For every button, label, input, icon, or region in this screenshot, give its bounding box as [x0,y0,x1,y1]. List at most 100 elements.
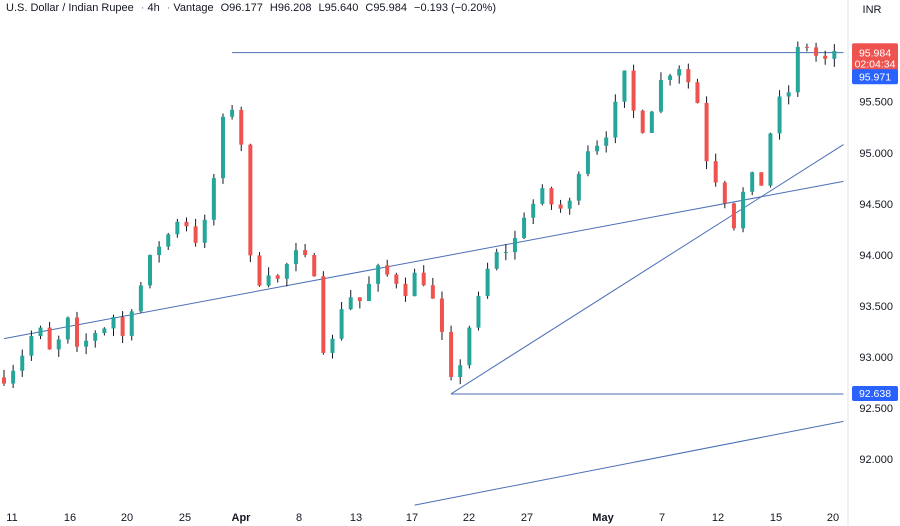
candle-body [275,275,280,279]
y-tick-label: 92.000 [859,454,893,466]
candle-body [138,285,143,312]
y-tick-label: 93.000 [859,352,893,364]
x-tick-label: 7 [659,512,665,524]
candle-body [613,101,618,138]
candle-body [595,145,600,152]
low-value: L95.640 [318,2,359,14]
candle-body [631,70,636,111]
candle-body [768,133,773,186]
candle-body [832,51,837,59]
candle-body [93,333,98,341]
x-tick-label: 15 [770,512,782,524]
candle-body [312,255,317,277]
candle-body [458,365,463,377]
candle-body [722,182,727,204]
candle-body [147,254,152,286]
candle-body [476,296,481,328]
candle-body [11,370,16,384]
y-tick-label: 95.000 [859,148,893,160]
candle-body [750,172,755,192]
candle-body [65,317,70,340]
open-value: O96.177 [220,2,263,14]
y-tick-label: 94.500 [859,199,893,211]
candle-body [522,217,527,238]
chart-header: U.S. Dollar / Indian Rupee · 4h · Vantage O9… [6,2,500,14]
x-tick-label: 8 [296,512,302,524]
y-tick-label: 94.000 [859,250,893,262]
current-price-label: 95.984 [859,47,891,59]
candle-body [658,79,663,112]
candle-body [485,268,490,297]
currency-button[interactable]: INR [854,2,890,18]
countdown-label: 02:04:34 [855,58,896,70]
candle-body [567,200,572,209]
candle-body [403,283,408,297]
candle-body [157,246,162,255]
close-value: C95.984 [365,2,407,14]
x-tick-label: 20 [121,512,133,524]
candle-body [814,47,819,56]
x-tick-label: Apr [232,512,252,524]
candle-body [649,111,654,133]
support-price-label-bg [852,385,898,401]
header-separator: · [166,2,171,14]
candle-body [777,96,782,134]
candle-body [795,46,800,93]
candle-body [102,328,107,334]
candle-body [677,69,682,76]
candle-body [531,203,536,218]
x-tick-label: 22 [463,512,475,524]
candle-body [412,272,417,297]
candle-body [120,317,125,336]
candle-body [348,297,353,310]
candle-body [220,116,225,179]
candle-body [622,70,627,102]
candle-body [640,110,645,133]
candle-body [503,252,508,254]
current-price-label-bg [852,43,898,72]
candle-body [166,234,171,247]
x-tick-label: 12 [712,512,724,524]
candle-body [293,250,298,264]
candle-body [56,339,61,350]
candle-body [704,102,709,162]
candle-body [759,172,764,186]
candle-body [129,311,134,336]
candle-body [257,255,262,286]
candle-body [339,309,344,339]
x-tick-label: 17 [406,512,418,524]
symbol-name: U.S. Dollar / Indian Rupee [6,2,134,14]
level-price-label: 95.971 [859,71,891,83]
y-tick-label: 93.500 [859,301,893,313]
candle-body [394,274,399,284]
y-tick-label: 95.500 [859,97,893,109]
broker: Vantage [173,2,214,14]
candle-body [540,188,545,204]
candle-body [266,275,271,286]
candle-body [202,219,207,243]
candle-body [668,75,673,80]
candle-body [558,204,563,209]
candle-body [193,226,198,243]
candle-body [786,92,791,97]
candle-body [467,327,472,366]
candle-body [549,188,554,205]
level-price-label-bg [852,69,898,85]
candle-body [585,151,590,174]
x-tick-label: May [592,512,614,524]
trendline [414,420,844,506]
candle-body [439,298,444,332]
header-separator: · [140,2,145,14]
candle-body [284,263,289,279]
candle-body [20,355,25,371]
candle-body [576,173,581,201]
x-tick-label: 20 [827,512,839,524]
candle-body [175,221,180,235]
candle-body [111,317,116,329]
candle-body [211,178,216,220]
candle-body [357,297,362,301]
candle-body [184,221,189,227]
candle-body [741,191,746,229]
candle-body [376,265,381,284]
